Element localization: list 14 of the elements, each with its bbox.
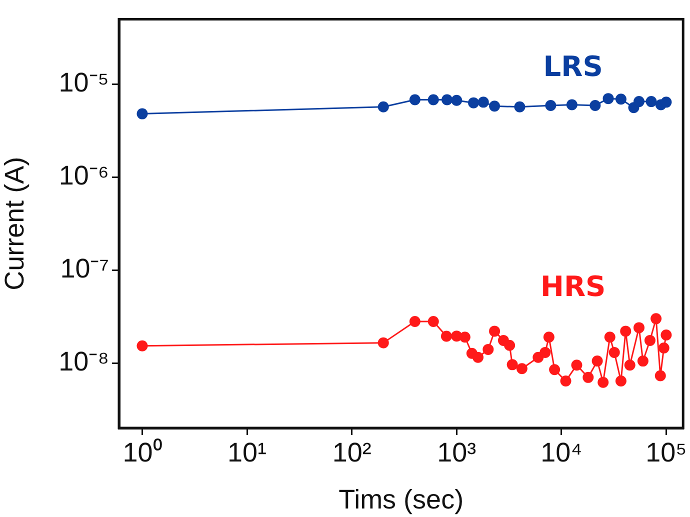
series-label: LRS	[543, 50, 603, 83]
x-tick-label: 10²	[332, 438, 372, 468]
x-tick-label: 10³	[437, 438, 476, 468]
y-tick-label: 10⁻⁷	[60, 254, 109, 284]
x-axis-title: Tims (sec)	[338, 484, 464, 514]
series-label: HRS	[540, 270, 606, 304]
y-axis-title: Current (A)	[0, 156, 30, 290]
x-tick-label: 10⁴	[540, 438, 582, 468]
y-tick-label: 10⁻⁵	[58, 68, 109, 98]
y-tick-label: 10⁻⁸	[58, 346, 109, 376]
x-tick-label: 10⁵	[646, 438, 687, 468]
x-tick-label: 10⁰	[122, 438, 162, 468]
y-tick-label: 10⁻⁶	[58, 160, 109, 191]
x-tick-label: 10¹	[228, 438, 267, 468]
